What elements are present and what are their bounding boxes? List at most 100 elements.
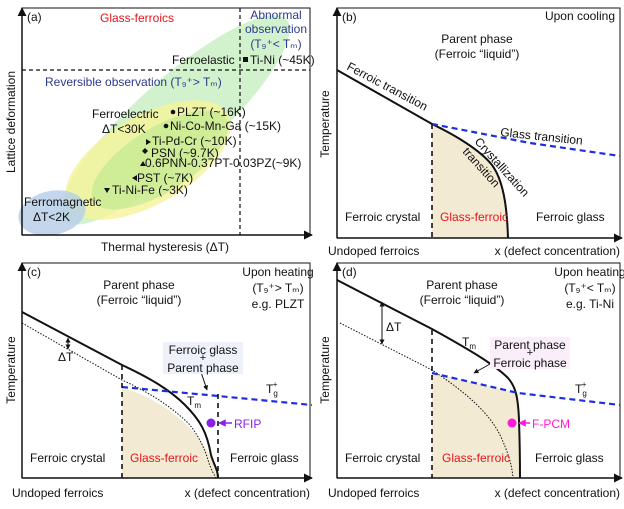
panel-label: (b) [342,10,357,24]
material-label: PSN (~9.7K) [151,146,219,160]
panel-a: (a) Glass-ferroics Abnormal observation … [4,7,315,254]
parent-phase-label: Parent phase [103,278,175,292]
reversible-label: Reversible observation (T₉⁺> Tₘ) [45,75,222,89]
tg-label: Tg+ [266,380,278,398]
ferroic-crystal-label: Ferroic crystal [345,451,420,465]
ferromagnetic-label: Ferromagnetic [24,195,101,209]
material-label: Ti-Ni (~45K) [250,53,315,67]
delta-t-label: ΔT [386,320,402,334]
glass-ferroic-label: Glass-ferroic [442,451,510,465]
parent-phase-sub: (Ferroic “liquid”) [420,293,505,307]
ferroic-glass-label: Ferroic glass [230,451,299,465]
x-axis-right-label: x (defect concentration) [495,486,620,500]
tg-label: Tg+ [575,380,587,398]
triangle-up-marker [140,161,146,166]
abnormal-label: Abnormal [250,8,301,22]
diamond-marker [142,148,148,154]
panel-c: (c) Upon heating (T₉⁺> Tₘ) e.g. PLZT Par… [4,262,314,500]
abnormal-condition: (T₉⁺< Tₘ) [250,37,301,51]
rfip-label: RFIP [234,417,261,431]
tg-subscript: g [582,389,586,398]
annotation-label: Ferroic glass [169,343,238,357]
ferroic-transition-label: Ferroic transition [345,59,430,113]
glass-ferroic-fill [432,373,520,478]
material-label: PLZT (~16K) [177,105,246,119]
ferroic-transition-curve [336,69,509,239]
panel-d: (d) Upon heating (T₉⁺< Tₘ) e.g. Ti-Ni Pa… [318,262,624,500]
annotation-label-2: Parent phase [167,361,239,375]
panel-title: Glass-ferroics [100,11,174,25]
x-axis-left-label: Undoped ferroics [12,486,103,500]
glass-ferroic-fill [432,124,508,238]
ferroic-crystal-label: Ferroic crystal [345,210,420,224]
material-label: PST (~7K) [137,171,193,185]
annotation-bg [163,342,243,374]
annotation-label-2: Ferroic phase [493,356,567,370]
panel-label: (d) [342,265,357,279]
tm-symbol: T [187,394,195,408]
annotation-arrow [473,363,491,374]
x-axis-right-label: x (defect concentration) [185,486,310,500]
tg-subscript: g [273,389,277,398]
abnormal-label-2: observation [245,22,307,36]
glass-transition-curve [431,122,621,158]
x-axis-label: Thermal hysteresis (ΔT) [101,240,229,254]
delta-t-label: ΔT [58,350,74,364]
ferroelastic-label: Ferroelastic [172,53,235,67]
tg-symbol: T [575,382,583,396]
panel-label: (c) [27,265,41,279]
x-axis-left-label: Undoped ferroics [328,244,419,258]
triangle-right-marker [146,139,151,145]
material-label: Ti-Ni-Fe (~3K) [112,183,188,197]
panel-b: (b) Upon cooling Parent phase (Ferroic “… [318,7,623,258]
ferroelectric-range: ΔT<30K [102,122,146,136]
condition-label: Upon heating [554,265,624,279]
triangle-down-marker [104,188,110,193]
annotation-plus: + [200,352,206,364]
parent-phase-sub: (Ferroic “liquid”) [435,47,520,61]
tg-plus-curve [121,385,313,407]
parent-phase-label: Parent phase [441,32,513,46]
annotation-label: Parent phase [494,338,566,352]
material-label: 0.6PNN-0.37PT-0.03PZ(~9K) [145,156,301,170]
annotation-plus: + [527,347,533,359]
cooling-curve [21,322,217,479]
y-axis-label: Lattice deformation [4,71,18,173]
material-label: Ni-Co-Mn-Ga (~15K) [170,119,281,133]
tm-subscript: m [469,342,476,351]
fpcm-marker [507,418,517,428]
square-marker [243,57,248,62]
annotation-bg [490,337,570,369]
x-axis-left-label: Undoped ferroics [328,486,419,500]
tg-superscript: + [273,380,278,389]
condition-example: e.g. Ti-Ni [566,297,614,311]
rfip-marker [206,418,216,428]
circle-marker [163,123,169,129]
annotation-arrow [200,371,208,391]
ferroic-glass-label: Ferroic glass [535,451,604,465]
circle-marker [170,109,176,115]
parent-phase-label: Parent phase [426,278,498,292]
y-axis-label: Temperature [318,90,332,158]
tm-symbol: T [462,335,470,349]
tg-superscript: + [582,380,587,389]
ferromagnetic-region [18,190,86,236]
material-label: Ti-Pd-Cr (~10K) [152,134,237,148]
tg-symbol: T [266,382,274,396]
tm-label: Tm [187,394,201,410]
tm-label: Tm [462,335,476,351]
ferromagnetic-range: ΔT<2K [33,210,70,224]
glass-ferroic-fill [122,387,218,478]
fpcm-label: F-PCM [532,417,570,431]
y-axis-label: Temperature [4,336,18,404]
panel-label: (a) [27,10,42,24]
ferroic-glass-label: Ferroic glass [536,210,605,224]
tm-curve [21,311,219,479]
tm-curve [336,279,521,479]
ferroelectric-label: Ferroelectric [92,107,159,121]
ferroelectric-overlap [91,110,229,210]
glass-ferroic-label: Glass-ferroic [130,451,198,465]
condition-inequality: (T₉⁺< Tₘ) [564,281,615,295]
cooling-curve [339,322,514,479]
